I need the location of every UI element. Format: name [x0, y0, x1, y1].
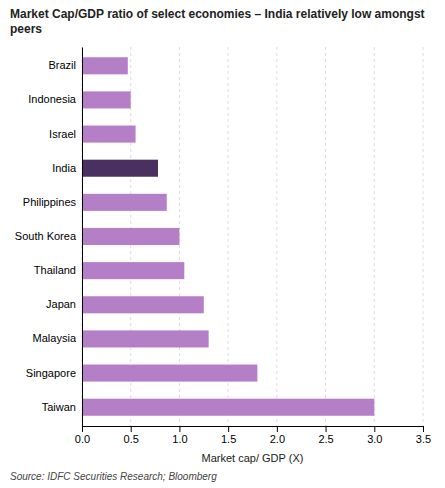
tick: 0.0 — [75, 426, 90, 445]
bar — [82, 91, 131, 108]
bar — [82, 365, 257, 382]
tick: 1.0 — [172, 426, 187, 445]
tick-label: India — [52, 162, 77, 174]
tick-mark — [179, 426, 180, 432]
bar — [82, 296, 204, 313]
tick-label: Indonesia — [28, 93, 77, 105]
tick-mark — [423, 426, 424, 432]
bar — [82, 228, 179, 245]
tick-label: 0.0 — [75, 433, 90, 445]
bar — [82, 330, 209, 347]
grid-line — [82, 47, 83, 426]
x-axis: 0.0 0.5 1.0 1.5 2.0 2.5 3.0 3.5 — [75, 426, 431, 445]
tick: Israel — [49, 128, 76, 140]
axis-title: Market cap/ GDP (X) — [202, 452, 304, 464]
tick: Japan — [46, 298, 76, 310]
tick-label: Malaysia — [33, 332, 77, 344]
tick: 3.0 — [367, 426, 382, 445]
tick: Malaysia — [33, 332, 77, 344]
tick-label: 2.0 — [270, 433, 285, 445]
tick-label: Brazil — [48, 59, 76, 71]
y-axis: Brazil Indonesia Israel India Philippines Sou… — [15, 48, 83, 427]
bars — [82, 57, 374, 416]
tick-label: Singapore — [26, 367, 76, 379]
bar — [82, 160, 158, 177]
bar — [82, 262, 184, 279]
tick-label: 2.5 — [318, 433, 333, 445]
tick: 2.5 — [318, 426, 333, 445]
tick: 2.0 — [270, 426, 285, 445]
tick-label: Philippines — [23, 196, 77, 208]
tick-label: 1.5 — [221, 433, 236, 445]
tick-label: Israel — [49, 128, 76, 140]
tick-label: Taiwan — [42, 401, 76, 413]
bar — [82, 126, 136, 143]
axis-line — [83, 426, 424, 427]
tick: Taiwan — [42, 401, 76, 413]
tick-label: South Korea — [15, 230, 77, 242]
tick: Philippines — [23, 196, 77, 208]
bar — [82, 194, 167, 211]
bar — [82, 57, 128, 74]
annotation: Source: IDFC Securities Research; Bloomb… — [10, 471, 217, 482]
bar — [82, 399, 374, 416]
tick: Thailand — [34, 264, 76, 276]
grid-line — [423, 47, 424, 426]
tick-mark — [374, 426, 375, 432]
tick-label: 3.5 — [416, 433, 431, 445]
tick: Singapore — [26, 367, 76, 379]
tick-mark — [82, 426, 83, 432]
tick: 1.5 — [221, 426, 236, 445]
tick-label: Thailand — [34, 264, 76, 276]
tick: South Korea — [15, 230, 77, 242]
axis-line — [82, 48, 83, 427]
chart: Market Cap/GDP ratio of select economies… — [0, 0, 445, 488]
tick: 0.5 — [124, 426, 139, 445]
tick-mark — [277, 426, 278, 432]
tick: Indonesia — [28, 93, 77, 105]
tick: India — [52, 162, 77, 174]
tick-label: 3.0 — [367, 433, 382, 445]
tick: Brazil — [48, 59, 76, 71]
grid — [82, 47, 423, 426]
tick-mark — [326, 426, 327, 432]
plot: 0.0 0.5 1.0 1.5 2.0 2.5 3.0 3.5 Brazil Indonesia I… — [15, 47, 431, 445]
tick-mark — [228, 426, 229, 432]
tick-label: 0.5 — [124, 433, 139, 445]
tick-label: 1.0 — [172, 433, 187, 445]
title: Market Cap/GDP ratio of select economies… — [10, 7, 428, 36]
tick-label: Japan — [46, 298, 76, 310]
tick-mark — [131, 426, 132, 432]
grid-line — [276, 47, 277, 426]
grid-line — [374, 47, 375, 426]
tick: 3.5 — [416, 426, 431, 445]
grid-line — [325, 47, 326, 426]
